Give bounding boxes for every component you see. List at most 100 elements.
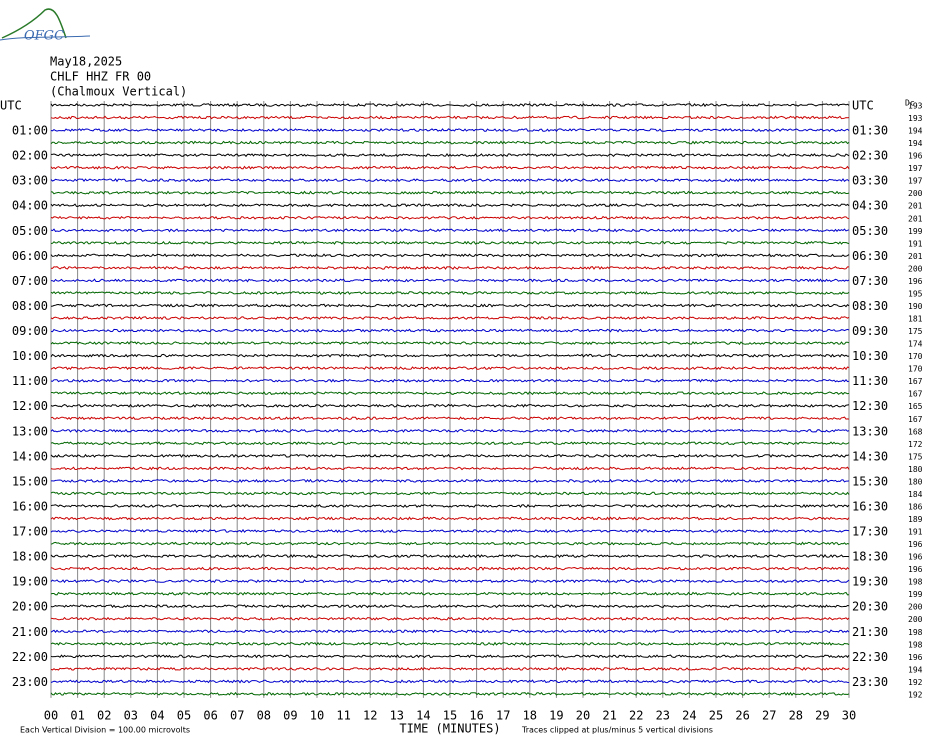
right-label: 01:30	[852, 124, 888, 138]
left-label: 20:00	[12, 600, 48, 614]
right-label: 20:30	[852, 600, 888, 614]
trace	[50, 604, 850, 609]
trace	[50, 228, 850, 233]
row-value: 201	[908, 202, 923, 211]
x-tick-label: 16	[469, 709, 483, 723]
trace	[50, 190, 850, 195]
left-label: 11:00	[12, 374, 48, 388]
x-tick-label: 09	[283, 709, 297, 723]
row-value: 192	[908, 690, 923, 699]
left-label: 14:00	[12, 449, 48, 463]
left-label: 09:00	[12, 324, 48, 338]
right-label: 17:30	[852, 525, 888, 539]
header-station: CHLF HHZ FR 00	[50, 70, 151, 84]
trace	[50, 453, 850, 458]
row-value: 175	[908, 327, 923, 336]
trace	[50, 353, 850, 358]
right-label: 03:30	[852, 174, 888, 188]
right-label: 16:30	[852, 499, 888, 513]
x-tick-label: 21	[602, 709, 616, 723]
left-label: UTC	[0, 99, 22, 113]
x-label: TIME (MINUTES)	[399, 722, 500, 736]
x-tick-label: 26	[735, 709, 749, 723]
trace	[50, 328, 850, 333]
row-value: 193	[908, 102, 923, 111]
row-value: 199	[908, 590, 923, 599]
right-label: 18:30	[852, 550, 888, 564]
right-label: 22:30	[852, 650, 888, 664]
row-value: 191	[908, 528, 923, 537]
trace	[50, 528, 850, 534]
row-value: 180	[908, 477, 923, 486]
trace	[50, 128, 850, 133]
trace	[50, 290, 850, 295]
right-label: UTC	[852, 99, 874, 113]
x-tick-label: 01	[70, 709, 84, 723]
row-value: 170	[908, 365, 923, 374]
left-label: 04:00	[12, 199, 48, 213]
x-tick-label: 00	[44, 709, 58, 723]
left-label: 21:00	[12, 625, 48, 639]
left-label: 12:00	[12, 399, 48, 413]
trace	[50, 691, 850, 696]
trace	[50, 366, 850, 371]
trace	[50, 115, 850, 120]
left-label: 05:00	[12, 224, 48, 238]
trace	[50, 303, 850, 308]
trace	[50, 215, 850, 220]
trace	[50, 341, 850, 346]
left-label: 23:00	[12, 675, 48, 689]
x-tick-label: 20	[576, 709, 590, 723]
trace	[50, 466, 850, 471]
left-label: 07:00	[12, 274, 48, 288]
x-tick-label: 24	[682, 709, 696, 723]
right-label: 08:30	[852, 299, 888, 313]
row-value: 197	[908, 164, 923, 173]
trace	[51, 478, 850, 483]
row-value: 190	[908, 302, 923, 311]
trace	[50, 165, 850, 170]
right-label: 07:30	[852, 274, 888, 288]
trace	[50, 441, 850, 446]
trace	[50, 591, 850, 596]
left-label: 18:00	[12, 550, 48, 564]
row-value: 186	[908, 502, 923, 511]
trace	[50, 654, 850, 659]
x-tick-label: 15	[443, 709, 457, 723]
row-value: 184	[908, 490, 923, 499]
row-value: 199	[908, 227, 923, 236]
left-label: 15:00	[12, 474, 48, 488]
x-tick-label: 12	[363, 709, 377, 723]
right-label: 09:30	[852, 324, 888, 338]
trace	[50, 579, 850, 584]
row-value: 193	[908, 114, 923, 123]
right-label: 02:30	[852, 149, 888, 163]
left-label: 03:00	[12, 174, 48, 188]
right-label: 11:30	[852, 374, 888, 388]
row-value: 201	[908, 214, 923, 223]
x-tick-label: 13	[390, 709, 404, 723]
trace	[50, 554, 850, 559]
trace	[50, 265, 849, 270]
row-value: 200	[908, 615, 923, 624]
trace	[50, 253, 850, 258]
trace	[50, 516, 850, 521]
row-value: 196	[908, 653, 923, 662]
x-tick-label: 29	[815, 709, 829, 723]
x-tick-label: 14	[416, 709, 430, 723]
row-value: 196	[908, 540, 923, 549]
row-value: 196	[908, 553, 923, 562]
trace	[50, 541, 850, 546]
trace	[50, 428, 850, 433]
right-label: 06:30	[852, 249, 888, 263]
trace	[50, 378, 850, 383]
logo-curve	[1, 8, 67, 39]
row-value: 170	[908, 352, 923, 361]
trace	[50, 491, 850, 496]
row-value: 200	[908, 603, 923, 612]
x-tick-label: 10	[310, 709, 324, 723]
x-tick-label: 02	[97, 709, 111, 723]
row-value: 191	[908, 239, 923, 248]
trace	[51, 153, 850, 158]
row-value: 201	[908, 252, 923, 261]
